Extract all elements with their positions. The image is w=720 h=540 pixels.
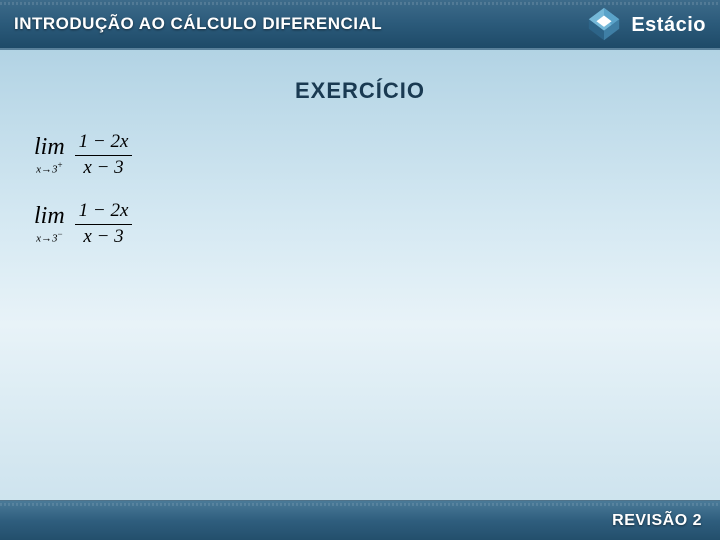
logo-mark-icon [585, 6, 623, 44]
logo-text: Estácio [631, 14, 706, 37]
numerator: 1 − 2x [75, 132, 133, 156]
numerator: 1 − 2x [75, 201, 133, 225]
limit-expression-1: lim x→3+ 1 − 2x x − 3 [34, 132, 690, 179]
header-bar: INTRODUÇÃO AO CÁLCULO DIFERENCIAL Estáci… [0, 0, 720, 50]
fraction: 1 − 2x x − 3 [75, 201, 133, 248]
section-title: EXERCÍCIO [30, 78, 690, 104]
header-title: INTRODUÇÃO AO CÁLCULO DIFERENCIAL [14, 14, 382, 34]
limit-approach: x→3+ [36, 161, 62, 176]
limit-approach: x→3− [36, 230, 62, 245]
denominator: x − 3 [79, 225, 127, 248]
limit-operator: lim x→3+ [34, 135, 65, 176]
limit-operator: lim x→3− [34, 204, 65, 245]
limit-expression-2: lim x→3− 1 − 2x x − 3 [34, 201, 690, 248]
footer-bar: REVISÃO 2 [0, 500, 720, 540]
lim-word: lim [34, 135, 65, 159]
footer-text: REVISÃO 2 [612, 512, 702, 530]
denominator: x − 3 [79, 156, 127, 179]
brand-logo: Estácio [585, 6, 706, 44]
lim-word: lim [34, 204, 65, 228]
fraction: 1 − 2x x − 3 [75, 132, 133, 179]
slide-content: EXERCÍCIO lim x→3+ 1 − 2x x − 3 lim x→3−… [0, 50, 720, 290]
